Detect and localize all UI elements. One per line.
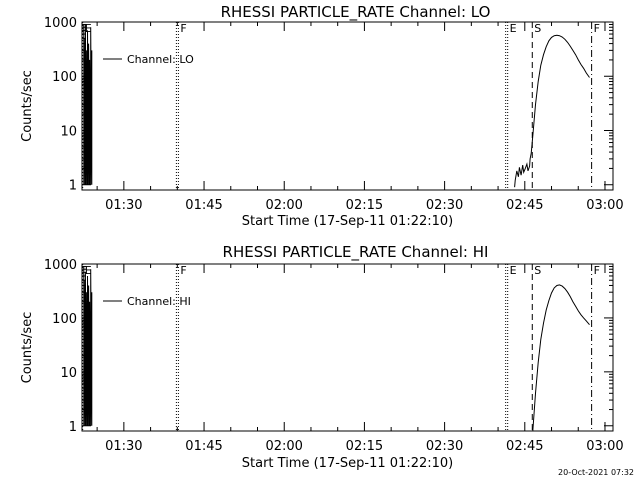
y-tick-label: 100 bbox=[52, 70, 77, 85]
x-tick-label: 02:30 bbox=[426, 439, 463, 454]
x-tick-label: 01:30 bbox=[105, 439, 142, 454]
x-tick-label: 01:45 bbox=[185, 198, 222, 213]
series-line-lo bbox=[514, 34, 590, 188]
series-line-lo bbox=[83, 24, 93, 185]
series-line-hi bbox=[532, 284, 590, 432]
series-line-hi bbox=[83, 266, 93, 426]
x-tick-label: 03:00 bbox=[586, 439, 623, 454]
chart-title: RHESSI PARTICLE_RATE Channel: HI bbox=[223, 243, 489, 262]
timestamp: 20-Oct-2021 07:32 bbox=[558, 468, 634, 477]
plot-frame bbox=[81, 21, 614, 191]
x-axis-label: Start Time (17-Sep-11 01:22:10) bbox=[242, 214, 453, 229]
panel-hi: RHESSI PARTICLE_RATE Channel: HI Counts/s… bbox=[20, 243, 624, 471]
marker-label: S bbox=[534, 264, 541, 277]
marker-label: E bbox=[85, 22, 92, 35]
x-tick-label: 02:45 bbox=[506, 198, 543, 213]
marker-label: F bbox=[594, 264, 600, 277]
x-tick-label: 02:00 bbox=[265, 198, 302, 213]
x-tick-label: 02:15 bbox=[346, 439, 383, 454]
marker-label: E bbox=[85, 264, 92, 277]
x-tick-label: 02:00 bbox=[265, 439, 302, 454]
marker-label: E bbox=[510, 22, 517, 35]
x-tick-label: 01:45 bbox=[185, 439, 222, 454]
legend-label: Channel: LO bbox=[127, 53, 194, 66]
x-tick-label: 02:15 bbox=[346, 198, 383, 213]
chart-title: RHESSI PARTICLE_RATE Channel: LO bbox=[221, 3, 491, 22]
x-axis-label: Start Time (17-Sep-11 01:22:10) bbox=[242, 456, 453, 471]
marker-label: E bbox=[510, 264, 517, 277]
y-tick-label: 1 bbox=[69, 179, 77, 194]
legend-label: Channel: HI bbox=[127, 295, 191, 308]
y-tick-label: 10 bbox=[60, 366, 77, 381]
x-tick-label: 02:45 bbox=[506, 439, 543, 454]
marker-label: F bbox=[180, 264, 186, 277]
marker-label: S bbox=[534, 22, 541, 35]
y-tick-label: 1 bbox=[69, 420, 77, 435]
marker-label: F bbox=[594, 22, 600, 35]
x-tick-label: 01:30 bbox=[105, 198, 142, 213]
x-tick-label: 02:30 bbox=[426, 198, 463, 213]
y-tick-label: 1000 bbox=[44, 258, 77, 273]
y-tick-label: 100 bbox=[52, 312, 77, 327]
y-tick-label: 10 bbox=[60, 124, 77, 139]
y-tick-label: 1000 bbox=[44, 16, 77, 31]
marker-label: F bbox=[180, 22, 186, 35]
plot-frame bbox=[81, 263, 614, 432]
x-tick-label: 03:00 bbox=[586, 198, 623, 213]
y-axis-label: Counts/sec bbox=[20, 70, 35, 142]
y-axis-label: Counts/sec bbox=[20, 312, 35, 384]
panel-lo: RHESSI PARTICLE_RATE Channel: LO Counts/s… bbox=[20, 3, 624, 229]
